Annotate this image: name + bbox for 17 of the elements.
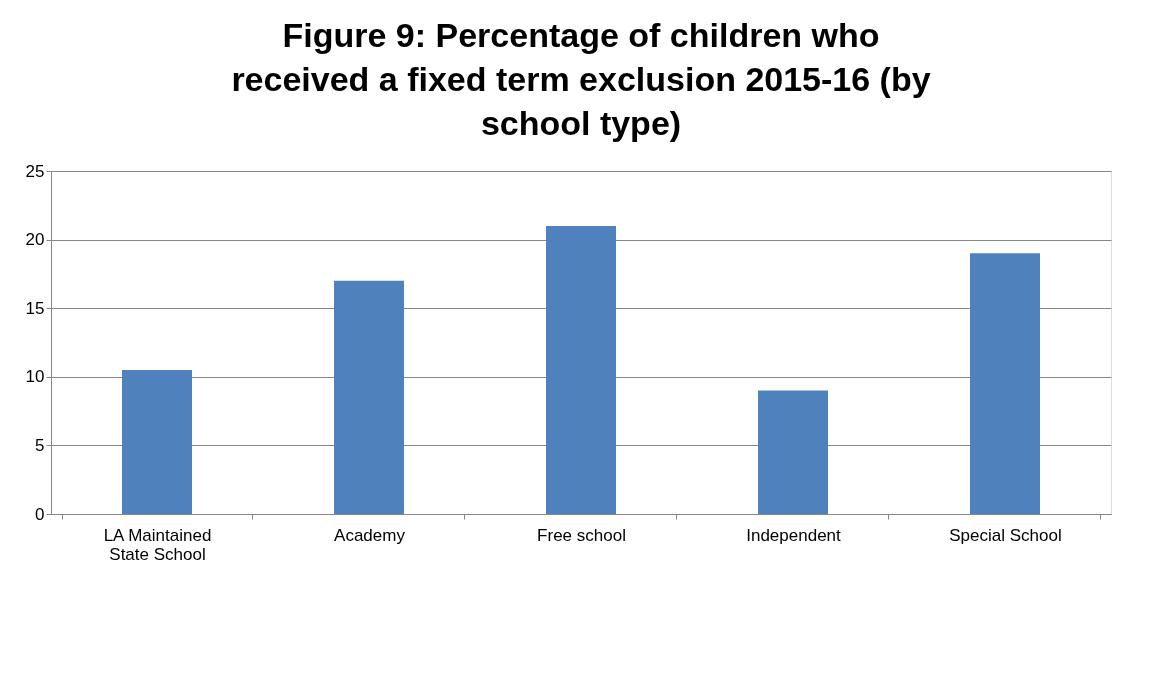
bar (546, 225, 616, 514)
bar (970, 253, 1040, 514)
bar (758, 390, 828, 514)
y-tick-label: 15 (25, 298, 45, 318)
bar (122, 369, 192, 514)
x-tick-label: LA Maintained State School (103, 525, 212, 564)
x-tick-label: Special School (949, 525, 1062, 545)
y-tick-label: 20 (25, 230, 45, 250)
y-tick-label: 5 (35, 435, 45, 455)
x-tick-label: Academy (334, 525, 406, 545)
y-tick-label: 25 (25, 161, 45, 181)
y-tick-label: 10 (25, 367, 45, 387)
x-tick-label: Free school (537, 525, 626, 545)
x-tick-label: Independent (746, 525, 842, 545)
bar (334, 280, 404, 514)
chart-title: Figure 9: Percentage of children who received a fixed term exclusion 2015-16 (by school type) (231, 16, 931, 142)
y-tick-label: 0 (35, 504, 45, 524)
